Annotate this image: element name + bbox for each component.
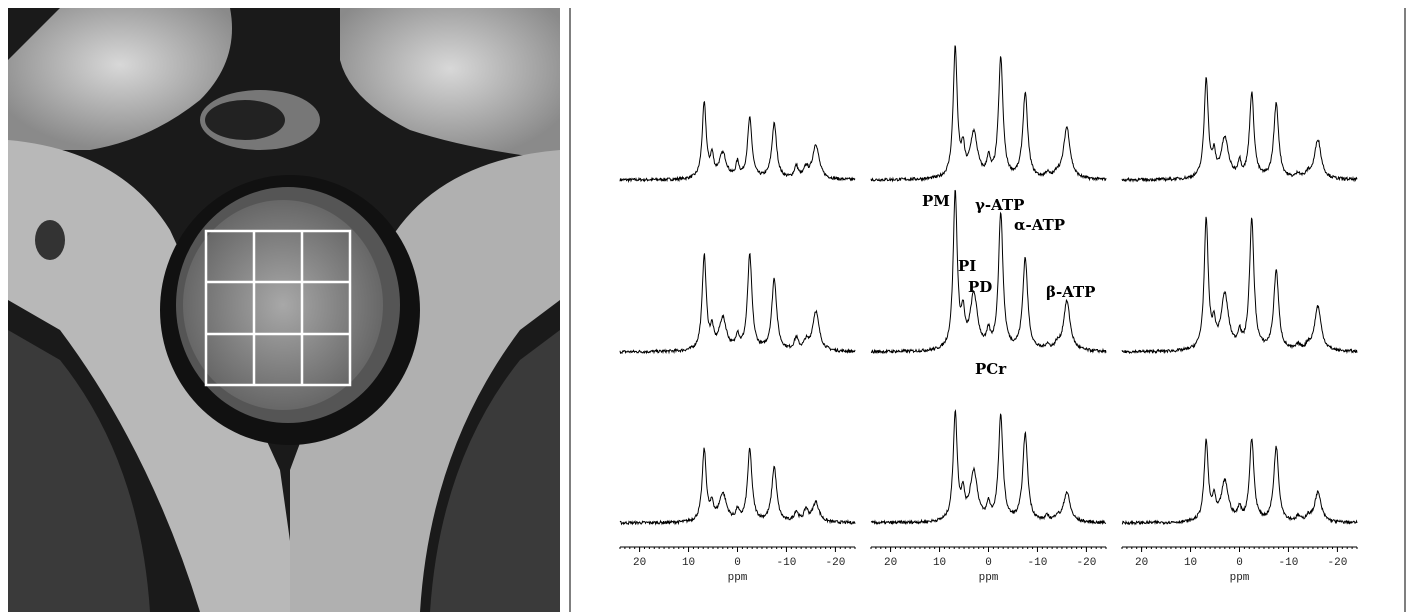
x-tick-label: 20: [884, 557, 897, 569]
x-tick-label: 0: [985, 557, 992, 569]
peak-label: PM: [922, 192, 950, 210]
spectrum: [1121, 77, 1358, 183]
x-tick-label: 10: [1184, 557, 1197, 569]
spectrum: [1121, 216, 1358, 355]
peak-label: α-ATP: [1014, 216, 1065, 234]
x-tick-label: 10: [933, 557, 946, 569]
peak-label: γ-ATP: [975, 196, 1024, 214]
peak-label: PI: [958, 257, 976, 275]
spectrum: [1121, 438, 1358, 526]
x-tick-label: -20: [1077, 557, 1097, 569]
x-tick-label: 0: [734, 557, 741, 569]
peak-label: PCr: [975, 360, 1007, 378]
x-tick-label: -10: [777, 557, 797, 569]
x-tick-label: -10: [1279, 557, 1299, 569]
spectrum: [619, 100, 856, 184]
x-tick-label: 0: [1236, 557, 1243, 569]
peak-label: PD: [968, 278, 992, 296]
spectrum: [870, 189, 1107, 355]
spectrum: [619, 447, 856, 526]
x-axis-label: ppm: [728, 572, 748, 584]
spectrum: [870, 45, 1107, 183]
x-axis-label: ppm: [979, 572, 999, 584]
x-axis-label: ppm: [1230, 572, 1250, 584]
x-tick-label: 20: [1135, 557, 1148, 569]
mri-image: [8, 8, 560, 612]
x-tick-label: -20: [826, 557, 846, 569]
x-tick-label: 10: [682, 557, 695, 569]
x-tick-label: -10: [1028, 557, 1048, 569]
spectrum: [870, 409, 1107, 526]
spectrum: [619, 252, 856, 355]
x-tick-label: -20: [1328, 557, 1348, 569]
x-tick-label: 20: [633, 557, 646, 569]
spectra-grid: 20 10 0 -10 -20 ppm 20 10 0 -10 -20 ppm 20 10 0 -10 -20 p…: [619, 45, 1358, 584]
peak-label: β-ATP: [1046, 283, 1095, 301]
